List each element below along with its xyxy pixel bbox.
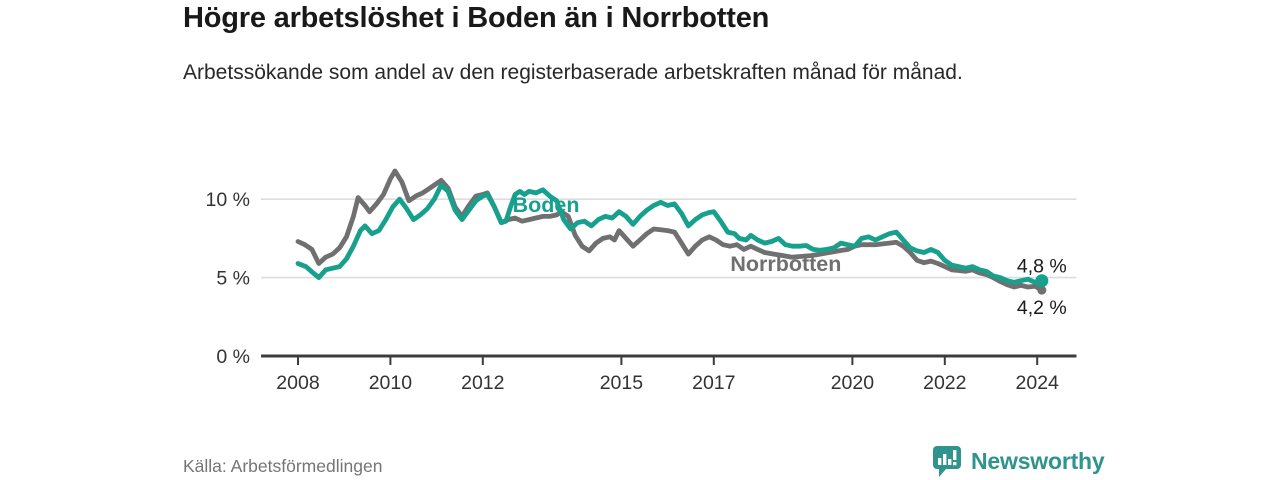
series-label-norrbotten: Norrbotten bbox=[730, 252, 841, 276]
series-line-boden bbox=[295, 182, 1045, 285]
x-tick-label: 2015 bbox=[600, 372, 644, 394]
line-chart-canvas: 0 % 5 % 10 % 2008 2010 2012 2015 2017 2020 2022 20… bbox=[206, 168, 1077, 394]
y-tick-label: 5 % bbox=[216, 268, 250, 290]
end-value-label-norrbotten: 4,2 % bbox=[1017, 297, 1067, 319]
series-label-boden: Boden bbox=[513, 193, 580, 217]
source-note: Källa: Arbetsförmedlingen bbox=[183, 456, 383, 476]
x-tick-label: 2010 bbox=[369, 372, 413, 394]
end-dot-boden bbox=[1035, 274, 1049, 288]
y-tick-label: 0 % bbox=[216, 346, 250, 368]
y-tick-label: 10 % bbox=[206, 189, 250, 211]
newsworthy-logo-text: Newsworthy bbox=[971, 448, 1105, 474]
x-tick-label: 2022 bbox=[923, 372, 966, 394]
line-chart: 0 % 5 % 10 % 2008 2010 2012 2015 2017 2020 2022 20… bbox=[172, 148, 1102, 408]
series-line-norrbotten bbox=[295, 168, 1045, 293]
end-value-label-boden: 4,8 % bbox=[1017, 256, 1067, 278]
x-tick-label: 2012 bbox=[461, 372, 504, 394]
x-tick-label: 2017 bbox=[692, 372, 735, 394]
chart-subtitle: Arbetssökande som andel av den registerb… bbox=[183, 61, 963, 84]
chart-title: Högre arbetslöshet i Boden än i Norrbott… bbox=[183, 2, 770, 34]
x-tick-label: 2008 bbox=[276, 372, 319, 394]
end-dot-norrbotten bbox=[1037, 285, 1047, 295]
x-tick-label: 2020 bbox=[831, 372, 875, 394]
bar-chart-speech-bubble-icon bbox=[933, 446, 961, 477]
newsworthy-logo: Newsworthy bbox=[932, 445, 1105, 478]
x-tick-label: 2024 bbox=[1016, 372, 1060, 394]
